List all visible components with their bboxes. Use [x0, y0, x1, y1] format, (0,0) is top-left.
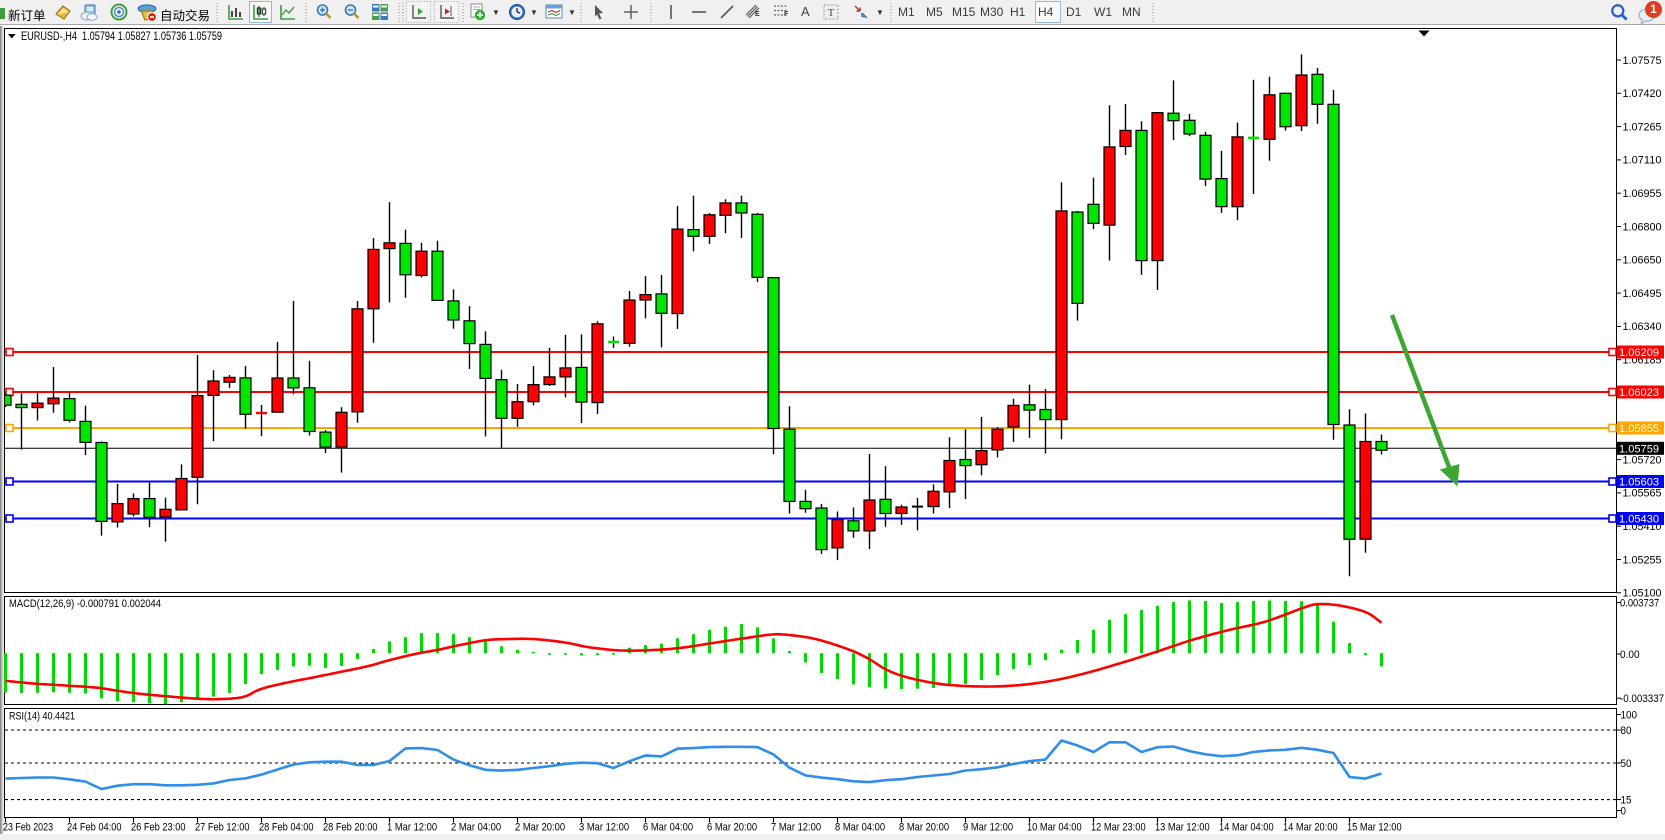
svg-text:0: 0 [1621, 805, 1627, 817]
svg-text:2 Mar 04:00: 2 Mar 04:00 [451, 822, 501, 834]
svg-text:6 Mar 20:00: 6 Mar 20:00 [707, 822, 757, 834]
svg-text:14 Mar 20:00: 14 Mar 20:00 [1283, 822, 1338, 834]
svg-text:1.07110: 1.07110 [1623, 155, 1662, 167]
svg-text:100: 100 [1621, 709, 1638, 721]
svg-text:9 Mar 12:00: 9 Mar 12:00 [963, 822, 1013, 834]
svg-text:28 Feb 04:00: 28 Feb 04:00 [259, 822, 314, 834]
svg-text:1.07265: 1.07265 [1623, 121, 1662, 133]
svg-text:1.06209: 1.06209 [1619, 347, 1659, 359]
svg-text:T: T [828, 7, 835, 19]
svg-text:1.05565: 1.05565 [1623, 488, 1662, 500]
svg-text:3 Mar 12:00: 3 Mar 12:00 [579, 822, 629, 834]
svg-text:10 Mar 04:00: 10 Mar 04:00 [1027, 822, 1082, 834]
svg-text:1.05855: 1.05855 [1619, 423, 1659, 435]
svg-text:12 Mar 23:00: 12 Mar 23:00 [1091, 822, 1146, 834]
svg-text:2 Mar 20:00: 2 Mar 20:00 [515, 822, 565, 834]
svg-text:1.06955: 1.06955 [1623, 188, 1662, 200]
svg-text:23 Feb 2023: 23 Feb 2023 [3, 822, 53, 834]
svg-text:1.06650: 1.06650 [1623, 255, 1662, 267]
svg-text:MACD(12,26,9) -0.000791 0.0020: MACD(12,26,9) -0.000791 0.002044 [9, 598, 161, 610]
svg-text:80: 80 [1621, 725, 1632, 737]
svg-text:1.06495: 1.06495 [1623, 288, 1662, 300]
svg-text:RSI(14) 40.4421: RSI(14) 40.4421 [9, 711, 75, 723]
svg-text:8 Mar 04:00: 8 Mar 04:00 [835, 822, 885, 834]
svg-text:1.06800: 1.06800 [1623, 221, 1662, 233]
svg-text:13 Mar 12:00: 13 Mar 12:00 [1155, 822, 1210, 834]
svg-text:1.05759: 1.05759 [1619, 444, 1659, 456]
svg-text:1.06340: 1.06340 [1623, 321, 1662, 333]
svg-text:15: 15 [1621, 794, 1632, 806]
svg-text:0.00: 0.00 [1620, 649, 1640, 661]
svg-text:1 Mar 12:00: 1 Mar 12:00 [387, 822, 437, 834]
svg-text:1.05100: 1.05100 [1623, 588, 1662, 600]
svg-text:26 Feb 23:00: 26 Feb 23:00 [131, 822, 186, 834]
svg-text:1.05255: 1.05255 [1623, 554, 1662, 566]
svg-text:14 Mar 04:00: 14 Mar 04:00 [1219, 822, 1274, 834]
svg-text:EURUSD-,H4 1.05794 1.05827 1.: EURUSD-,H4 1.05794 1.05827 1.05736 1.057… [21, 31, 222, 43]
svg-text:24 Feb 04:00: 24 Feb 04:00 [67, 822, 122, 834]
svg-text:1.07575: 1.07575 [1623, 55, 1662, 67]
svg-text:1.05603: 1.05603 [1619, 477, 1659, 489]
svg-text:0.003737: 0.003737 [1620, 598, 1659, 610]
svg-text:6 Mar 04:00: 6 Mar 04:00 [643, 822, 693, 834]
svg-text:50: 50 [1621, 758, 1632, 770]
svg-text:-0.003337: -0.003337 [1620, 693, 1664, 705]
svg-text:28 Feb 20:00: 28 Feb 20:00 [323, 822, 378, 834]
svg-text:1.06023: 1.06023 [1619, 387, 1659, 399]
svg-text:1.07420: 1.07420 [1623, 88, 1662, 100]
svg-text:1.05720: 1.05720 [1623, 454, 1662, 466]
svg-text:27 Feb 12:00: 27 Feb 12:00 [195, 822, 250, 834]
svg-text:7 Mar 12:00: 7 Mar 12:00 [771, 822, 821, 834]
svg-text:1.05430: 1.05430 [1619, 514, 1659, 526]
svg-text:8 Mar 20:00: 8 Mar 20:00 [899, 822, 949, 834]
svg-text:15 Mar 12:00: 15 Mar 12:00 [1347, 822, 1402, 834]
